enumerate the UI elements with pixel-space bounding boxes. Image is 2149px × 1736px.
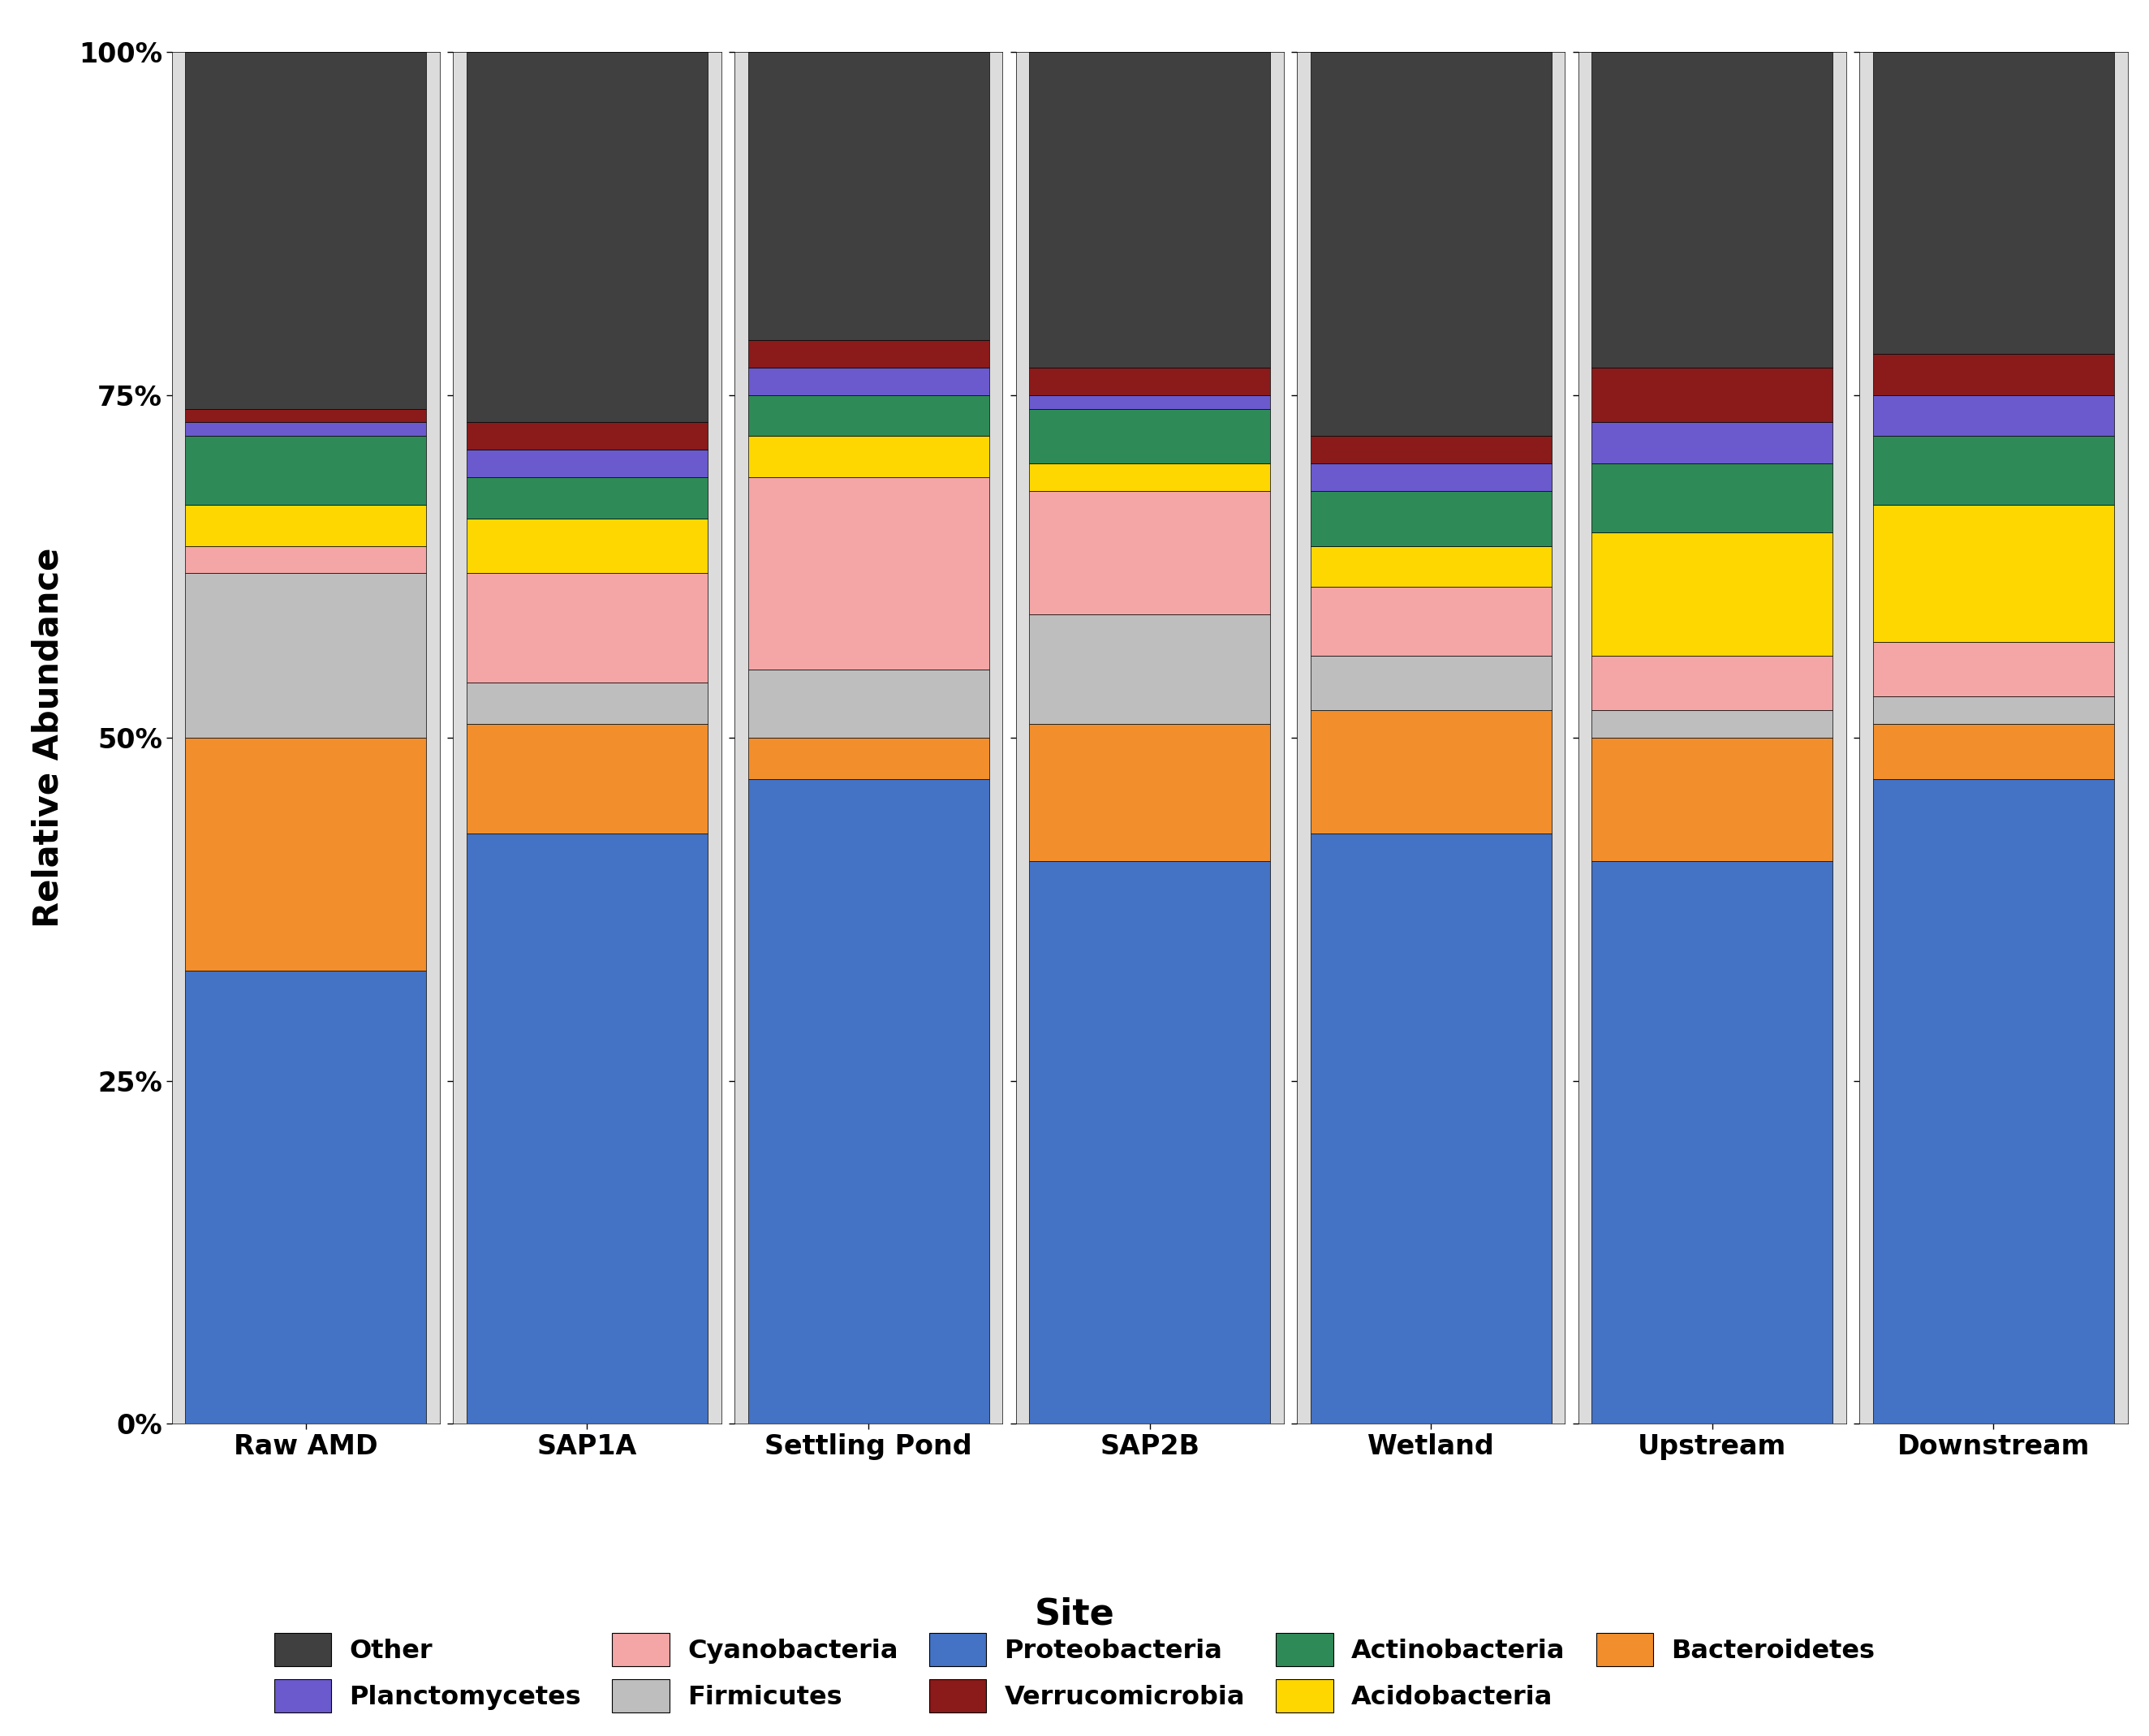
Bar <box>1592 52 1833 368</box>
Bar <box>1874 52 2115 354</box>
Bar <box>1874 436 2115 505</box>
Bar <box>1311 656 1552 710</box>
Bar <box>1874 505 2115 642</box>
Bar <box>1874 724 2115 779</box>
Bar <box>1592 738 1833 861</box>
Bar <box>1592 531 1833 656</box>
Bar <box>185 52 426 408</box>
Bar <box>1592 422 1833 464</box>
Bar <box>1029 408 1270 464</box>
Bar <box>1874 354 2115 394</box>
Bar <box>185 436 426 505</box>
Bar <box>748 340 989 368</box>
Bar <box>1029 368 1270 394</box>
Bar <box>1311 464 1552 491</box>
Bar <box>466 573 707 682</box>
Bar <box>466 724 707 833</box>
Bar <box>1311 491 1552 545</box>
Bar <box>185 505 426 545</box>
Bar <box>466 682 707 724</box>
Bar <box>1029 724 1270 861</box>
Bar <box>1311 833 1552 1424</box>
Bar <box>1874 696 2115 724</box>
Bar <box>748 738 989 779</box>
Bar <box>466 422 707 450</box>
Bar <box>1029 861 1270 1424</box>
Bar <box>1029 615 1270 724</box>
Bar <box>466 450 707 477</box>
Bar <box>1592 861 1833 1424</box>
Bar <box>1029 52 1270 368</box>
Bar <box>748 779 989 1424</box>
Bar <box>1874 642 2115 696</box>
Bar <box>185 573 426 738</box>
Bar <box>185 422 426 436</box>
Bar <box>1029 464 1270 491</box>
Bar <box>748 477 989 670</box>
Bar <box>185 738 426 970</box>
Bar <box>1029 491 1270 615</box>
Bar <box>466 52 707 422</box>
Bar <box>1592 368 1833 422</box>
Bar <box>748 394 989 436</box>
Bar <box>748 368 989 394</box>
Bar <box>1311 436 1552 464</box>
Bar <box>466 477 707 519</box>
Bar <box>1874 779 2115 1424</box>
Bar <box>466 833 707 1424</box>
Text: Site: Site <box>1034 1597 1115 1632</box>
Bar <box>1311 52 1552 436</box>
Bar <box>748 436 989 477</box>
Bar <box>185 545 426 573</box>
Bar <box>185 970 426 1424</box>
Bar <box>748 670 989 738</box>
Bar <box>1311 587 1552 656</box>
Bar <box>185 408 426 422</box>
Bar <box>1311 545 1552 587</box>
Bar <box>1874 394 2115 436</box>
Legend: Other, Planctomycetes, Cyanobacteria, Firmicutes, Proteobacteria, Verrucomicrobi: Other, Planctomycetes, Cyanobacteria, Fi… <box>264 1623 1885 1724</box>
Bar <box>1311 710 1552 833</box>
Bar <box>1592 464 1833 531</box>
Bar <box>1029 396 1270 408</box>
Bar <box>1592 710 1833 738</box>
Y-axis label: Relative Abundance: Relative Abundance <box>30 549 64 927</box>
Bar <box>748 52 989 340</box>
Bar <box>1592 656 1833 710</box>
Bar <box>466 519 707 573</box>
